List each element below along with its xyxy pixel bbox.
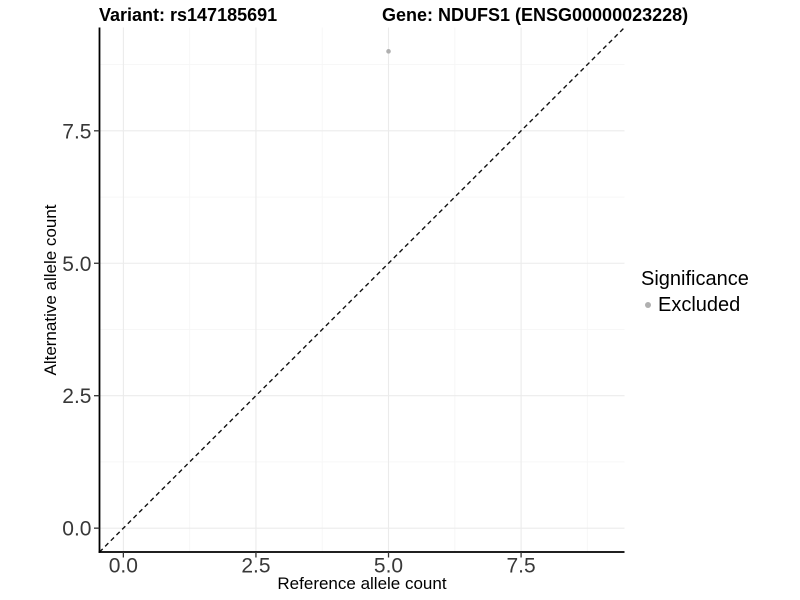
y-tick-label: 7.5	[62, 120, 91, 143]
identity-line	[99, 27, 625, 553]
x-tick-label: 5.0	[374, 555, 403, 578]
y-tick-label: 2.5	[62, 385, 91, 408]
y-tick-label: 0.0	[62, 518, 91, 541]
plot-title-variant: Variant: rs147185691	[99, 5, 278, 25]
legend-point-icon	[645, 302, 651, 308]
legend: Significance Excluded	[641, 267, 749, 316]
y-tick-label: 5.0	[62, 253, 91, 276]
x-tick-label: 2.5	[241, 555, 270, 578]
y-axis-label: Alternative allele count	[41, 204, 60, 376]
plot-title-gene: Gene: NDUFS1 (ENSG00000023228)	[382, 5, 689, 25]
legend-item-label: Excluded	[658, 294, 741, 316]
legend-title: Significance	[641, 268, 749, 290]
legend-item-excluded: Excluded	[641, 294, 749, 316]
x-tick-label: 7.5	[506, 555, 535, 578]
data-point	[386, 49, 391, 54]
x-axis-label: Reference allele count	[277, 574, 447, 593]
x-tick-label: 0.0	[109, 555, 138, 578]
